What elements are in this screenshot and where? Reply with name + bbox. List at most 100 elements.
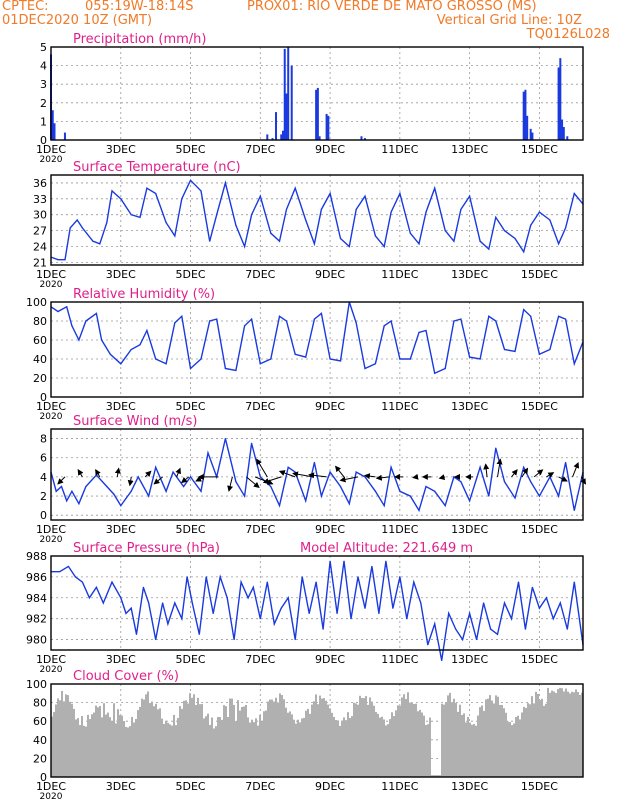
series-point — [552, 618, 554, 620]
cloud-bar — [141, 698, 143, 777]
series-point — [538, 495, 540, 497]
cloud-bar — [355, 703, 357, 777]
cloud-bar — [475, 725, 477, 777]
y-tick-label: 2 — [40, 97, 47, 110]
wind-arrow — [153, 476, 163, 485]
cloud-bar — [179, 706, 181, 777]
wind-arrow — [114, 467, 121, 477]
x-tick-label: 9DEC — [315, 400, 345, 413]
series-point — [409, 358, 411, 360]
cloud-bar — [71, 703, 73, 777]
y-tick-label: 24 — [33, 240, 47, 253]
series-point — [427, 644, 429, 646]
cloud-bar — [163, 723, 165, 777]
cloud-bar — [303, 717, 305, 777]
cloud-bar — [425, 725, 427, 777]
series-point — [573, 363, 575, 365]
cloud-bar — [493, 703, 495, 777]
series-point — [120, 597, 122, 599]
cloud-bar — [151, 701, 153, 777]
cloud-bar — [53, 712, 55, 777]
cloud-bar — [507, 721, 509, 777]
x-tick-label: 3DEC — [106, 400, 136, 413]
cloud-bar — [229, 698, 231, 777]
series-point — [85, 320, 87, 322]
series-point — [313, 461, 315, 464]
y-tick-label: 988 — [26, 550, 47, 563]
series-point — [320, 495, 322, 497]
cloud-bar — [117, 709, 119, 777]
cloud-bar — [73, 708, 75, 777]
x-tick-label: 1DEC — [36, 143, 66, 156]
cloud-bar — [123, 721, 125, 777]
series-point — [244, 245, 246, 248]
series-point — [198, 633, 200, 635]
series-point — [270, 485, 272, 488]
series-point — [165, 222, 167, 224]
y-tick-label: 980 — [26, 634, 47, 647]
precip-bar — [63, 132, 66, 140]
cloud-bar — [447, 695, 449, 777]
series-point — [390, 466, 392, 468]
precip-bar — [287, 47, 290, 140]
cloud-bar — [171, 725, 173, 777]
series-point — [434, 187, 436, 189]
y-tick-label: 2 — [40, 490, 47, 503]
cloud-bar — [161, 718, 163, 777]
x-tick-label: 11DEC — [381, 400, 418, 413]
y-tick-label: 36 — [33, 177, 47, 190]
cloud-bar — [349, 718, 351, 777]
series-point — [111, 581, 113, 583]
series-point — [399, 192, 401, 195]
x-tick-label: 1DEC — [36, 268, 66, 281]
cloud-bar — [577, 692, 579, 777]
series-point — [294, 187, 296, 189]
cloud-bar — [91, 714, 93, 777]
wind-arrow — [175, 467, 181, 478]
series-point — [488, 248, 490, 250]
cloud-bar — [533, 703, 535, 777]
series-point — [74, 576, 77, 578]
cloud-bar — [241, 707, 243, 777]
series-point — [125, 612, 127, 615]
cloud-bar — [441, 703, 443, 777]
precip-bar — [529, 128, 532, 140]
series-point — [233, 638, 235, 641]
cloud-bar — [199, 704, 201, 777]
x-tick-label: 3DEC — [106, 653, 136, 666]
precip-bar — [315, 89, 318, 140]
cloud-bar — [173, 714, 175, 777]
series-point — [235, 224, 237, 226]
series-point — [441, 659, 443, 662]
x-tick-label: 5DEC — [175, 523, 205, 536]
cloud-bar — [515, 716, 517, 777]
series-point — [308, 612, 310, 615]
x-tick-label: 9DEC — [315, 268, 345, 281]
series-point — [374, 235, 377, 237]
series-point — [557, 243, 560, 245]
cloud-bar — [365, 696, 367, 777]
series-point — [564, 227, 567, 229]
wind-arrow — [227, 476, 234, 492]
cloud-bar — [97, 707, 99, 777]
series-point — [109, 353, 111, 355]
cloud-bar — [359, 695, 361, 777]
series-point — [514, 497, 516, 499]
cloud-bar — [411, 702, 413, 777]
series-point — [339, 237, 342, 240]
x-tick-label: 7DEC — [245, 268, 275, 281]
cloud-bar — [477, 715, 479, 777]
series-point — [162, 602, 164, 604]
series-point — [301, 576, 303, 578]
series-point — [209, 240, 211, 242]
series-point — [130, 490, 132, 492]
series-point — [339, 485, 342, 488]
wind-arrow — [246, 476, 260, 489]
series-point — [270, 358, 272, 360]
cloud-bar — [403, 694, 405, 777]
cloud-bar — [429, 717, 431, 777]
cloud-bar — [553, 691, 555, 777]
series-point — [479, 240, 481, 242]
x-tick-label: 7DEC — [245, 400, 275, 413]
